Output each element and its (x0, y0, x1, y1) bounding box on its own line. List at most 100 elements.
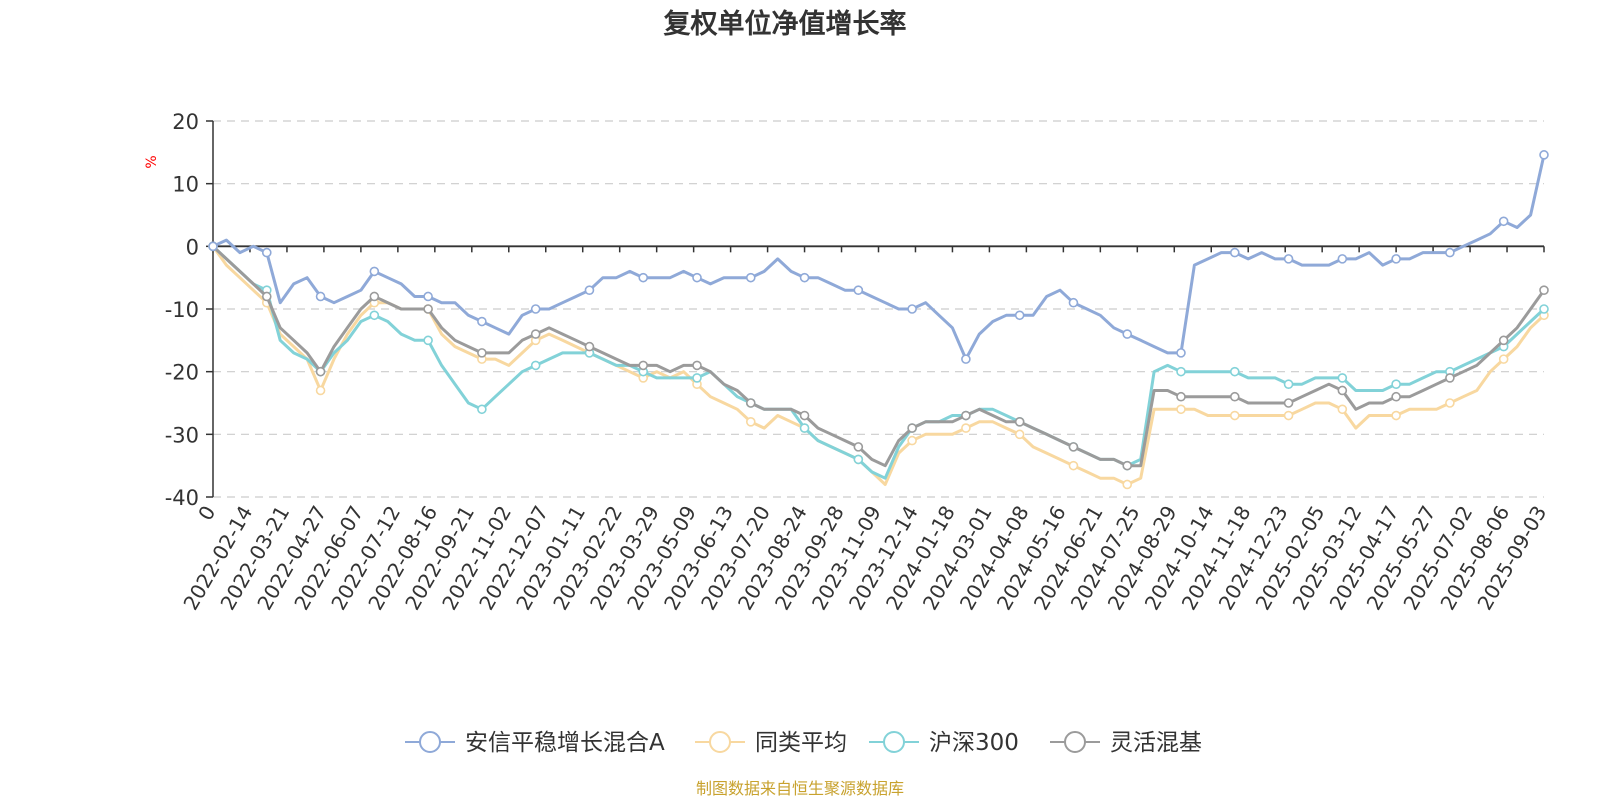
data-point (315, 366, 326, 377)
data-point (692, 373, 702, 383)
data-point (1122, 479, 1133, 490)
data-point (1229, 391, 1240, 402)
data-point (1283, 398, 1294, 408)
y-axis-label: % (144, 155, 160, 168)
data-point (1391, 410, 1401, 421)
data-point (1176, 404, 1186, 415)
legend-label: 沪深300 (929, 730, 1019, 756)
series-line (211, 153, 1546, 361)
data-point (745, 272, 756, 283)
data-point (1539, 304, 1549, 314)
series-line (211, 244, 1546, 468)
data-point (1445, 373, 1455, 383)
data-point (1337, 373, 1348, 383)
series-line (211, 244, 1546, 480)
data-point (315, 291, 326, 302)
legend-label: 安信平稳增长混合A (465, 730, 665, 756)
data-point (799, 272, 810, 283)
data-point (638, 360, 649, 371)
data-point (1337, 385, 1348, 396)
data-point (853, 454, 864, 465)
data-point (692, 272, 702, 283)
data-point (1391, 379, 1401, 390)
data-point (1229, 247, 1240, 258)
data-point (477, 316, 487, 327)
data-point (584, 341, 595, 352)
data-point (1539, 285, 1549, 296)
series-layer (208, 150, 1549, 490)
data-point (799, 423, 810, 433)
axis-layer: -40-30-20-100102002022-02-142022-03-2120… (165, 110, 1552, 614)
legend[interactable]: 安信平稳增长混合A 同类平均 沪深300 灵活混基 (405, 730, 1202, 756)
data-point (799, 410, 810, 421)
data-point (1391, 254, 1401, 264)
data-point (1283, 410, 1294, 421)
y-tick-label: -30 (165, 423, 199, 447)
data-point (1122, 460, 1133, 471)
data-point (369, 266, 380, 277)
data-point (1068, 442, 1079, 452)
data-point (961, 423, 971, 433)
data-point (1445, 247, 1455, 258)
data-point (1176, 391, 1186, 402)
data-point (745, 416, 756, 427)
source-note: 制图数据来自恒生聚源数据库 (696, 779, 904, 798)
data-point (423, 335, 433, 346)
data-point (423, 291, 433, 302)
data-point (1498, 216, 1509, 227)
legend-marker (883, 731, 905, 753)
data-point (1014, 429, 1025, 440)
y-tick-label: 10 (172, 173, 199, 197)
legend-marker (1064, 731, 1086, 753)
data-point (477, 348, 487, 358)
data-point (584, 285, 595, 296)
grid-layer (213, 120, 1544, 498)
data-point (1539, 150, 1549, 160)
x-tick-label: 0 (193, 502, 220, 525)
legend-marker (419, 731, 441, 753)
y-tick-label: -40 (165, 486, 199, 510)
data-point (1122, 329, 1133, 339)
data-point (369, 291, 380, 302)
data-point (692, 360, 702, 371)
data-point (907, 304, 917, 314)
data-point (853, 442, 864, 452)
data-point (961, 410, 971, 421)
series-line (211, 244, 1546, 486)
legend-label: 灵活混基 (1110, 730, 1202, 756)
data-point (961, 354, 971, 364)
data-point (907, 423, 917, 433)
data-point (1498, 335, 1509, 346)
data-point (907, 435, 917, 446)
data-point (1068, 460, 1079, 471)
data-point (315, 385, 326, 396)
data-point (745, 398, 756, 408)
data-point (1014, 416, 1025, 427)
y-tick-label: 20 (172, 110, 199, 134)
y-tick-label: 0 (186, 235, 199, 259)
data-point (853, 285, 864, 296)
data-point (1283, 254, 1294, 264)
data-point (477, 404, 487, 415)
data-point (1391, 391, 1401, 402)
data-point (1229, 410, 1240, 421)
data-point (1229, 366, 1240, 377)
data-point (1014, 310, 1025, 321)
data-point (1283, 379, 1294, 390)
data-point (261, 291, 272, 302)
data-point (1176, 348, 1186, 358)
data-point (638, 272, 649, 283)
data-point (1337, 254, 1348, 264)
data-point (530, 329, 541, 339)
legend-marker (709, 731, 731, 753)
chart-title: 复权单位净值增长率 (664, 8, 907, 40)
data-point (1445, 398, 1455, 408)
data-point (1176, 366, 1186, 377)
data-point (530, 304, 541, 314)
y-tick-label: -10 (165, 298, 199, 322)
data-point (369, 310, 380, 321)
data-point (1068, 297, 1079, 308)
data-point (530, 360, 541, 371)
